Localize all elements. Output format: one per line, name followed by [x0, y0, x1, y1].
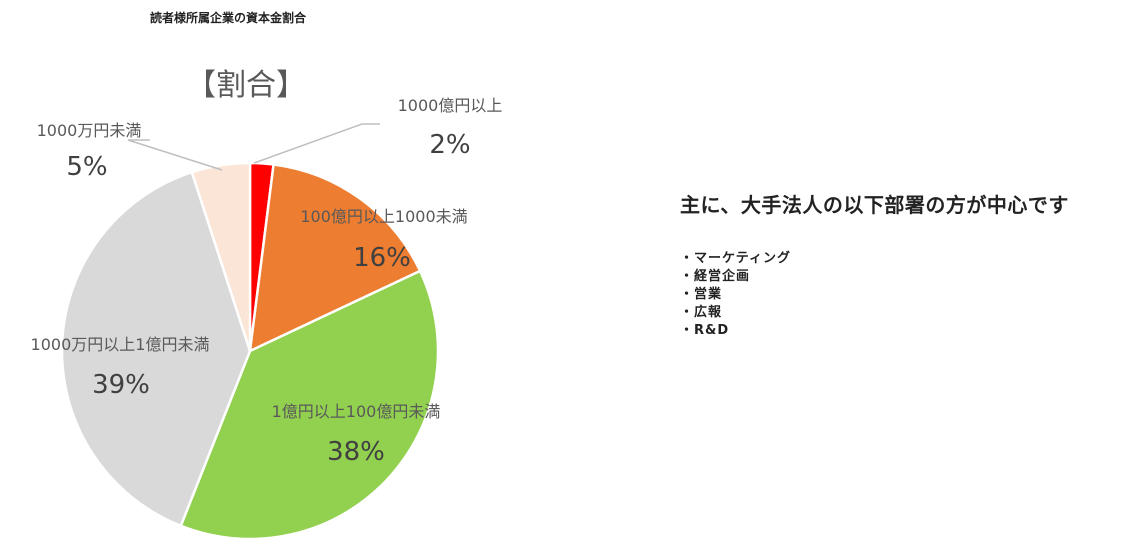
slice-percent-label: 16%: [353, 243, 411, 273]
pie-slice: [190, 161, 252, 352]
slice-percent-label: 39%: [92, 370, 150, 400]
chart-title: 【割合】: [186, 68, 306, 103]
pie-chart: 【割合】 1000億円以上 2% 100億円以上1000未満 16% 1億円以上100億…: [31, 68, 503, 541]
slice-category-label: 1億円以上100億円未満: [272, 402, 441, 421]
pie-slice: [179, 269, 440, 541]
pie-slice: [60, 170, 252, 528]
slice-category-label: 1000万円未満: [37, 121, 142, 140]
pie-slices: [60, 161, 440, 541]
department-list: ・マーケティング ・経営企画 ・営業 ・広報 ・R&D: [680, 250, 791, 340]
department-item: ・広報: [680, 305, 723, 320]
pie-leaders: [127, 123, 380, 171]
pie-labels: 1000億円以上 2% 100億円以上1000未満 16% 1億円以上100億円未満 38…: [31, 96, 503, 467]
leader-line: [127, 139, 223, 171]
slice-category-label: 1000万円以上1億円未満: [31, 335, 210, 354]
department-item: ・営業: [680, 287, 723, 302]
leader-line: [253, 123, 380, 164]
slice-category-label: 1000億円以上: [398, 96, 503, 115]
pie-slice: [248, 163, 422, 354]
slice-percent-label: 38%: [327, 437, 385, 467]
slice-category-label: 100億円以上1000未満: [300, 207, 467, 226]
slice-percent-label: 5%: [66, 152, 107, 182]
page-title: 読者様所属企業の資本金割合: [150, 11, 307, 25]
department-item: ・マーケティング: [680, 251, 791, 266]
side-heading: 主に、大手法人の以下部署の方が中心です: [680, 193, 1069, 217]
slice-percent-label: 2%: [429, 130, 470, 160]
department-item: ・経営企画: [680, 269, 751, 284]
department-item: ・R&D: [680, 323, 730, 338]
